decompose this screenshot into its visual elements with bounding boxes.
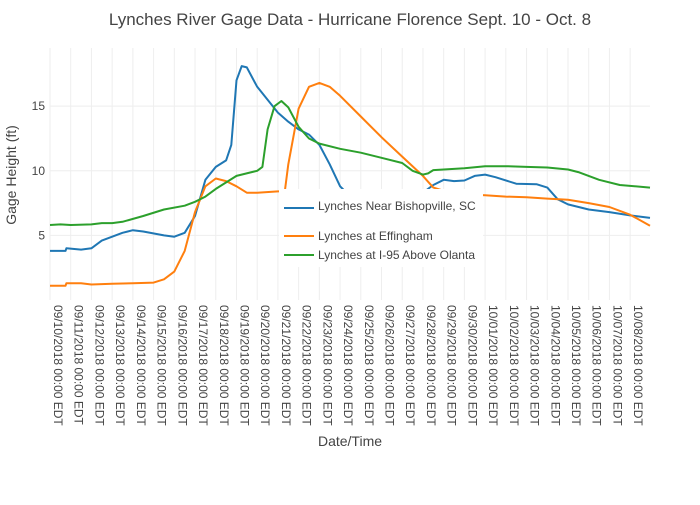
legend[interactable]: Lynches Near Bishopville, SC Lynches at E… [279,189,483,267]
x-tick-label: 09/27/2018 00:00 EDT [403,305,417,426]
series-line-1[interactable] [50,65,651,252]
x-tick-label: 09/17/2018 00:00 EDT [196,305,210,426]
x-tick-label: 09/13/2018 00:00 EDT [113,305,127,426]
x-tick-label: 09/22/2018 00:00 EDT [300,305,314,426]
x-tick-label: 10/08/2018 00:00 EDT [631,305,645,426]
x-tick-label: 10/03/2018 00:00 EDT [528,305,542,426]
x-tick-label: 10/06/2018 00:00 EDT [590,305,604,426]
y-tick-labels: 5 10 15 [32,99,46,242]
x-tick-label: 09/16/2018 00:00 EDT [175,305,189,426]
x-tick-label: 09/26/2018 00:00 EDT [383,305,397,426]
legend-item[interactable]: Lynches Near Bishopville, SC [284,199,476,213]
y-tick-label: 5 [38,228,45,242]
legend-label: Lynches at Effingham [318,229,433,243]
y-axis-title: Gage Height (ft) [3,125,19,225]
x-tick-labels: 09/10/2018 00:00 EDT 09/11/2018 00:00 EDT… [51,305,645,426]
x-axis-title: Date/Time [318,433,382,449]
series-line-3[interactable] [49,100,651,226]
x-tick-label: 09/19/2018 00:00 EDT [237,305,251,426]
legend-item[interactable]: Lynches at I-95 Above Olanta [284,248,475,262]
x-tick-label: 09/23/2018 00:00 EDT [320,305,334,426]
x-tick-label: 09/30/2018 00:00 EDT [465,305,479,426]
x-tick-label: 10/01/2018 00:00 EDT [486,305,500,426]
x-tick-label: 10/07/2018 00:00 EDT [610,305,624,426]
x-tick-label: 09/18/2018 00:00 EDT [217,305,231,426]
x-tick-label: 09/21/2018 00:00 EDT [279,305,293,426]
x-tick-label: 09/28/2018 00:00 EDT [424,305,438,426]
y-tick-label: 10 [32,164,46,178]
legend-item[interactable]: Lynches at Effingham [284,229,433,243]
y-tick-label: 15 [32,99,46,113]
x-tick-label: 09/25/2018 00:00 EDT [362,305,376,426]
legend-label: Lynches at I-95 Above Olanta [318,248,475,262]
x-tick-label: 10/04/2018 00:00 EDT [548,305,562,426]
x-tick-label: 09/29/2018 00:00 EDT [445,305,459,426]
legend-label: Lynches Near Bishopville, SC [318,199,476,213]
x-tick-label: 09/14/2018 00:00 EDT [134,305,148,426]
x-tick-label: 09/10/2018 00:00 EDT [51,305,65,426]
x-tick-label: 09/24/2018 00:00 EDT [341,305,355,426]
x-tick-label: 09/15/2018 00:00 EDT [155,305,169,426]
series-lines [49,65,651,287]
x-tick-label: 09/11/2018 00:00 EDT [72,305,86,426]
x-tick-label: 10/02/2018 00:00 EDT [507,305,521,426]
chart-title: Lynches River Gage Data - Hurricane Flor… [109,10,591,29]
series-line-2[interactable] [50,81,651,287]
x-tick-label: 09/20/2018 00:00 EDT [258,305,272,426]
x-tick-label: 10/05/2018 00:00 EDT [569,305,583,426]
x-tick-label: 09/12/2018 00:00 EDT [92,305,106,426]
